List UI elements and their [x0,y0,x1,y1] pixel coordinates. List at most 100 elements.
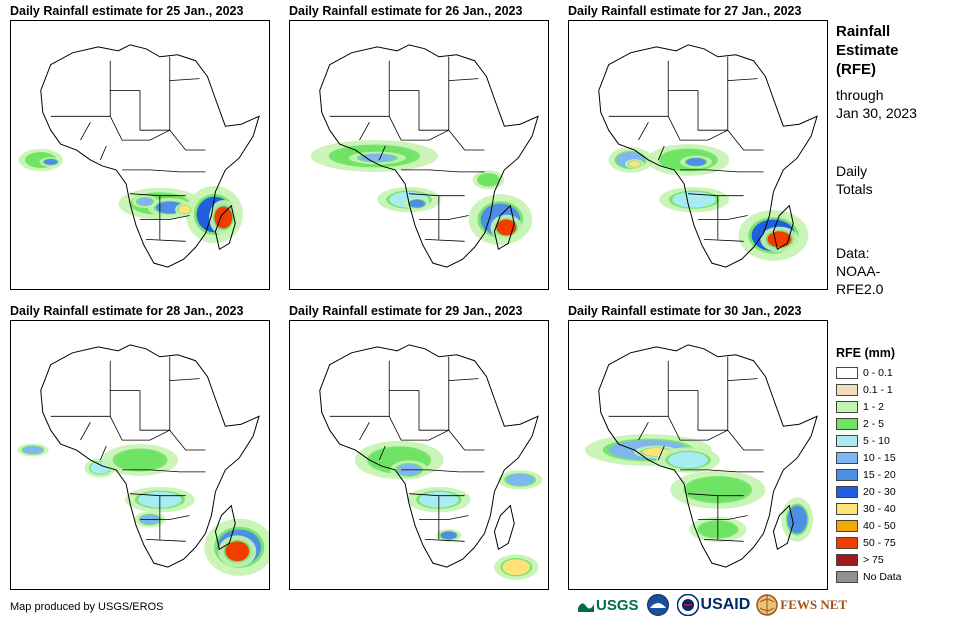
country-border [638,422,665,461]
country-border [608,90,698,117]
through-line: Jan 30, 2023 [836,105,917,121]
legend-label: 1 - 2 [863,400,885,413]
country-border [80,422,107,461]
africa-outline [40,44,260,268]
country-border [703,195,744,242]
usaid-logo: USAID [676,594,751,616]
madagascar-outline [214,504,236,551]
legend-swatch [836,570,858,583]
country-border [130,493,186,497]
country-border [667,116,728,141]
country-border [409,493,465,497]
legend-swatch [836,553,858,566]
country-border [122,469,206,473]
country-border [80,122,107,161]
legend-item: > 75 [836,553,884,566]
noaa-logo [646,594,669,616]
legend-label: 20 - 30 [863,485,896,498]
country-border [419,515,469,520]
country-border [698,215,748,220]
legend-swatch [836,468,858,481]
legend-label: No Data [863,570,902,583]
country-border [418,378,479,431]
country-border [448,129,485,151]
country-border [140,515,190,520]
through-date: through Jan 30, 2023 [836,86,917,122]
country-border [388,56,450,91]
title-line: (RFE) [836,61,876,78]
legend-item: 15 - 20 [836,468,896,481]
usgs-wave-icon [578,603,594,612]
legend-item: 0.1 - 1 [836,383,893,396]
rainfall-field [16,443,269,576]
africa-outline [598,44,818,268]
legend-swatch [836,536,858,549]
country-border [109,116,170,141]
legend-item: 10 - 15 [836,451,896,464]
country-border [448,429,485,451]
legend-item: 50 - 75 [836,536,896,549]
country-border [424,195,465,242]
legend-label: 10 - 15 [863,451,896,464]
legend-swatch [836,400,858,413]
legend-item: 30 - 40 [836,502,896,515]
country-border [608,390,698,417]
country-border [680,469,764,473]
africa-outline [598,344,818,568]
panel-title-6: Daily Rainfall estimate for 30 Jan., 202… [568,304,802,318]
usgs-logo-text: USGS [596,596,639,614]
legend-item: 1 - 2 [836,400,884,413]
madagascar-outline [214,204,236,251]
fewsnet-globe-icon [756,594,779,616]
madagascar-outline [772,204,794,251]
fewsnet-logo-text: FEWS NET [780,597,848,612]
usaid-logo-text: USAID [700,596,751,613]
africa-outline [319,344,539,568]
country-border [169,429,206,451]
legend-label: 30 - 40 [863,502,896,515]
totals-line: Daily [836,163,868,179]
rainfall-field [18,148,244,244]
panel-title-2: Daily Rainfall estimate for 26 Jan., 202… [289,4,523,18]
country-border [667,356,729,391]
usgs-logo: USGS [578,597,639,614]
legend-item: 2 - 5 [836,417,884,430]
country-border [401,469,485,473]
country-border [140,215,190,220]
usaid-seal-icon [676,594,699,616]
country-border [109,356,171,391]
country-border [703,495,744,542]
country-border [359,422,386,461]
country-border [727,429,764,451]
data-line: NOAA- [836,263,881,279]
country-border [727,129,764,151]
country-border [50,390,140,417]
legend-label: 2 - 5 [863,417,885,430]
panel-title-1: Daily Rainfall estimate for 25 Jan., 202… [10,4,244,18]
madagascar-outline [493,504,515,551]
legend-swatch [836,383,858,396]
madagascar-outline [493,204,515,251]
rainfall-map-1 [10,20,270,290]
country-border [109,56,171,91]
legend-swatch [836,451,858,464]
totals-line: Totals [836,181,873,197]
country-border [638,122,665,161]
country-border [388,116,449,141]
noaa-seal-icon [646,594,669,616]
country-border [145,195,186,242]
country-border [667,56,729,91]
panel-title-5: Daily Rainfall estimate for 29 Jan., 202… [289,304,523,318]
sidebar-title: Rainfall Estimate (RFE) [836,22,899,79]
legend-swatch [836,502,858,515]
legend-swatch [836,485,858,498]
legend-title: RFE (mm) [836,346,896,360]
daily-totals-label: Daily Totals [836,162,873,198]
data-line: Data: [836,245,870,261]
map-credit: Map produced by USGS/EROS [10,601,164,613]
title-line: Estimate [836,42,899,59]
legend-item: 5 - 10 [836,434,890,447]
country-border [139,378,200,431]
country-border [329,90,419,117]
country-border [418,78,479,131]
